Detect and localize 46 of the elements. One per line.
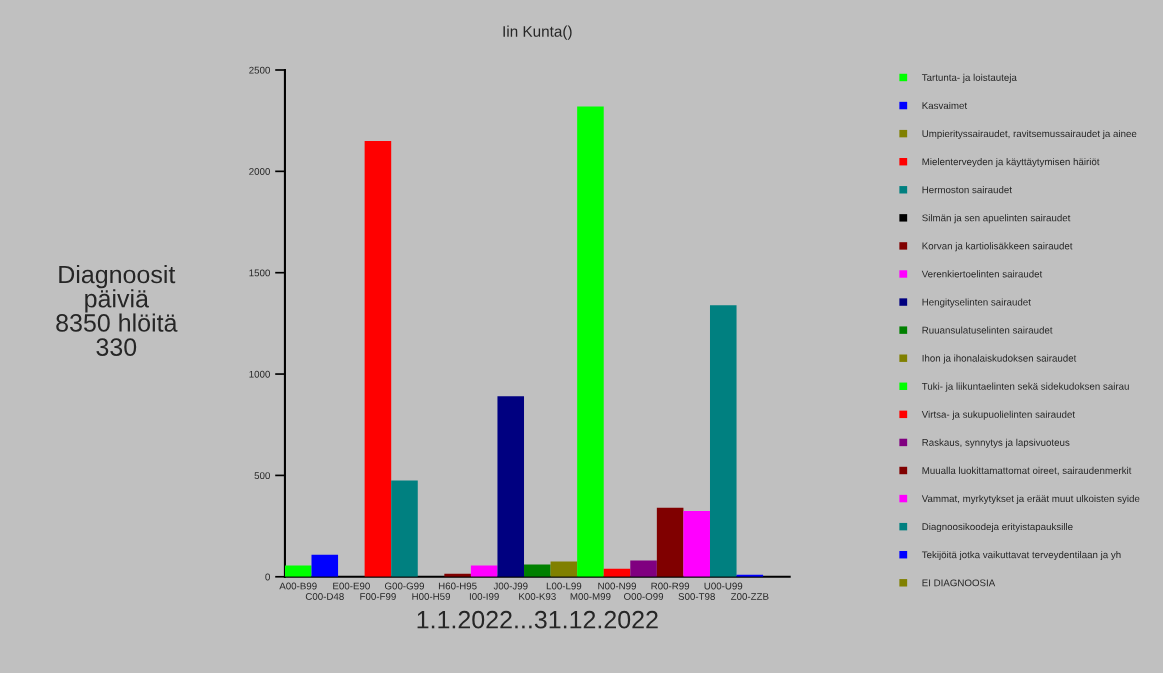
- y-tick-label: 500: [254, 472, 270, 480]
- x-tick-label: L00-L99: [546, 582, 582, 590]
- x-tick-label: Z00-ZZB: [730, 593, 769, 600]
- x-tick-label: M00-M99: [570, 593, 611, 600]
- legend-label: Kasvaimet: [922, 101, 968, 110]
- x-tick-label: O00-O99: [624, 593, 664, 600]
- legend-label: Korvan ja kartiolisäkkeen sairaudet: [922, 242, 1073, 252]
- y-tick-label: 2000: [249, 168, 270, 175]
- legend-label: Mielenterveyden ja käyttäytymisen häiriöt: [922, 158, 1100, 168]
- x-tick-label: I00-I99: [469, 593, 499, 600]
- legend-label: Hengityselinten sairaudet: [922, 298, 1031, 308]
- legend-label: Ruuansulatuselinten sairaudet: [922, 326, 1053, 334]
- y-tick-label: 0: [265, 573, 270, 581]
- y-tick-label: 1000: [249, 370, 270, 378]
- x-tick-label: R00-R99: [651, 582, 690, 590]
- chart-title: Iin Kunta(): [503, 25, 572, 40]
- x-tick-label: J00-J99: [493, 582, 528, 590]
- legend-label: Muualla luokittamattomat oireet, sairaudenmerkit: [922, 466, 1132, 476]
- legend-label: Vammat, myrkytykset ja eräät muut ulkoisten syide: [921, 494, 1140, 504]
- legend-label: Virtsa- ja sukupuolielinten sairaudet: [921, 410, 1075, 420]
- x-tick-label: S00-T98: [678, 593, 715, 600]
- legend-label: Tekijöitä jotka vaikuttavat terveydentilaan ja yh: [921, 551, 1121, 561]
- legend-label: Tartunta- ja loistauteja: [921, 73, 1017, 83]
- x-tick-label: H00-H59: [412, 593, 451, 600]
- legend-label: Tuki- ja liikuntaelinten sekä sidekudoksen sairau: [921, 382, 1129, 392]
- x-tick-label: C00-D48: [305, 593, 344, 600]
- x-axis-title: 1.1.2022...31.12.2022: [417, 610, 658, 629]
- x-tick-label: H60-H95: [438, 582, 477, 590]
- legend-label: Raskaus, synnytys ja lapsivuoteus: [922, 438, 1070, 448]
- x-tick-label: K00-K93: [519, 593, 556, 600]
- legend-label: Diagnoosikoodeja erityistapauksille: [922, 522, 1073, 533]
- x-tick-label: E00-E90: [333, 582, 370, 590]
- y-tick-label: 1500: [249, 269, 270, 277]
- x-tick-label: U00-U99: [704, 582, 743, 590]
- legend-label: Verenkiertoelinten sairaudet: [921, 270, 1043, 278]
- legend-label: Ihon ja ihonalaiskudoksen sairaudet: [922, 354, 1077, 364]
- y-tick-label: 2500: [249, 66, 270, 74]
- x-tick-label: N00-N99: [598, 582, 636, 590]
- x-tick-label: A00-B99: [279, 582, 317, 590]
- x-tick-label: F00-F99: [360, 593, 396, 600]
- legend-label: Umpierityssairaudet, ravitsemussairaudet ja ainee: [922, 129, 1137, 140]
- x-tick-label: G00-G99: [384, 582, 425, 590]
- legend-label: Hermoston sairaudet: [922, 186, 1012, 194]
- legend-label: EI DIAGNOOSIA: [922, 579, 996, 587]
- legend-label: Silmän ja sen apuelinten sairaudet: [922, 214, 1071, 224]
- text: Diagnoosit päiviä 8350 hlöitä 330: [56, 264, 178, 356]
